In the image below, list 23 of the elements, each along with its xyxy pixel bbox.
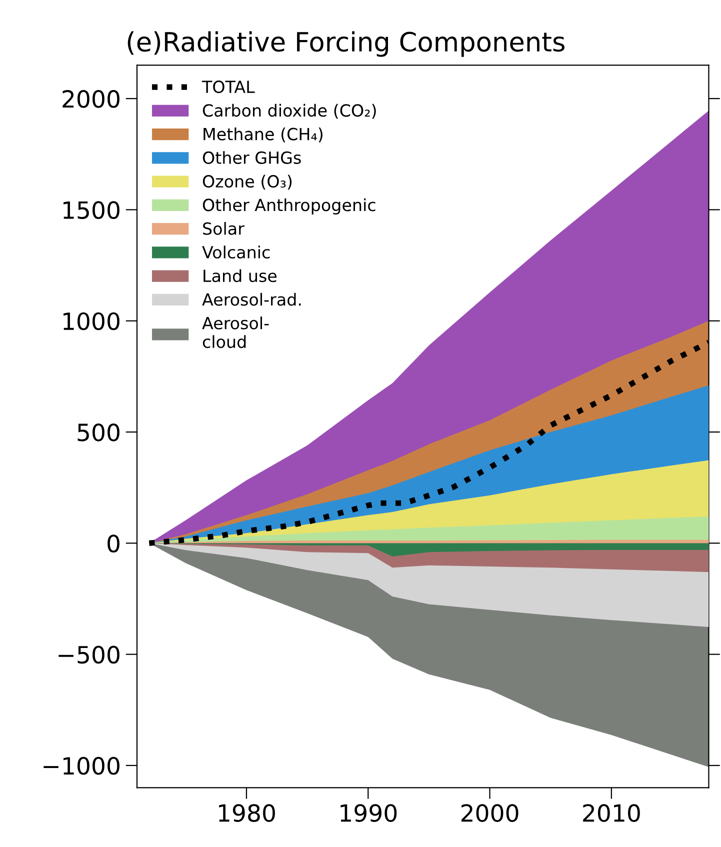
legend-label: Ozone (O₃) [202, 174, 292, 190]
legend-label: Land use [204, 269, 277, 282]
x-tick-label: 2000 [461, 804, 518, 822]
y-tick-label: 1000 [64, 312, 120, 330]
legend-label: Aerosol- cloud [202, 316, 269, 348]
legend-label: Other GHGs [202, 151, 301, 164]
y-tick-label: −500 [58, 646, 120, 664]
legend-label: Aerosol-rad. [202, 292, 301, 306]
legend-label: Volcanic [202, 246, 270, 259]
legend-label: Carbon dioxide (CO₂) [202, 104, 376, 119]
y-tick-label: 1500 [64, 201, 120, 220]
y-tick-label: −1000 [44, 756, 120, 775]
legend-label: Methane (CH₄) [204, 127, 322, 142]
x-tick-label: 1980 [219, 804, 275, 822]
legend-label: TOTAL [202, 80, 255, 94]
legend-label: Solar [203, 222, 244, 235]
chart-title: (e)Radiative Forcing Components [128, 31, 564, 57]
x-tick-label: 2010 [583, 804, 640, 822]
y-tick-label: 500 [78, 423, 120, 442]
y-tick-label: 0 [108, 534, 120, 552]
x-tick-label: 1990 [340, 804, 397, 822]
y-tick-label: 2000 [62, 90, 120, 108]
legend-label: Other Anthropogenic [202, 198, 376, 214]
